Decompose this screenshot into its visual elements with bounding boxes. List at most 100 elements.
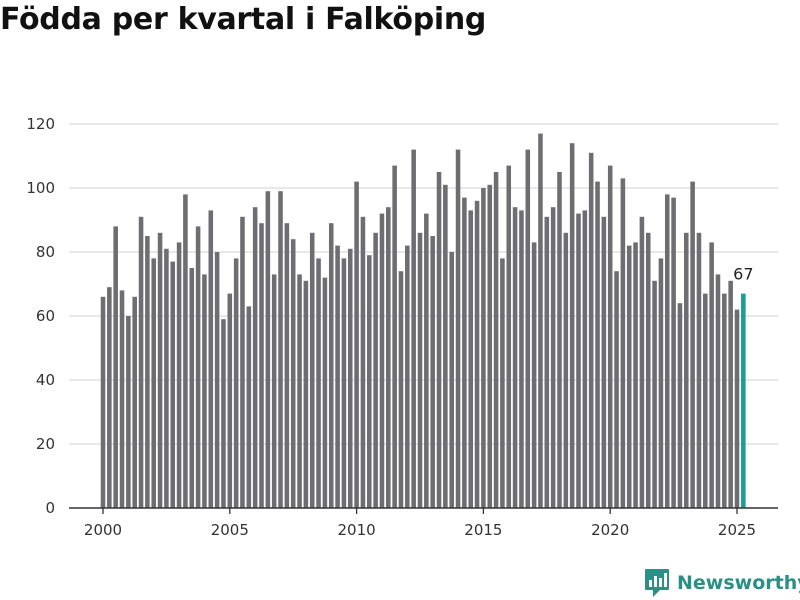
bar [550, 207, 556, 508]
chart-title: Födda per kvartal i Falköping [0, 2, 487, 37]
bar [690, 181, 695, 508]
bar [671, 197, 676, 508]
bar [309, 232, 315, 509]
bar [531, 242, 537, 508]
bar [658, 258, 664, 508]
bar [240, 216, 245, 509]
bar [677, 303, 683, 508]
latest-value-label: 67 [733, 265, 753, 284]
bar [126, 316, 131, 508]
bar [493, 172, 499, 508]
newsworthy-brand[interactable]: Newsworthy [644, 568, 800, 598]
bar [360, 216, 366, 509]
bar [373, 232, 378, 509]
bar [392, 165, 397, 508]
bar [138, 216, 144, 509]
bar [500, 258, 505, 508]
bar [703, 293, 708, 508]
bar [214, 252, 220, 508]
bar [151, 258, 156, 508]
bar [303, 280, 309, 508]
bar-latest [741, 293, 746, 508]
bar [645, 232, 651, 509]
bar [379, 213, 385, 508]
bar [221, 319, 226, 508]
bar [100, 296, 106, 508]
bar [569, 143, 575, 508]
bar [119, 290, 125, 508]
bar [278, 191, 283, 508]
bar [354, 181, 359, 508]
bar [525, 149, 531, 508]
bars [100, 133, 746, 509]
bar [614, 271, 619, 508]
bar [145, 236, 150, 508]
bar [709, 242, 714, 508]
bar [195, 226, 201, 508]
bar [271, 274, 277, 508]
x-tick-label: 2020 [591, 521, 629, 539]
bar [588, 152, 594, 509]
bar [316, 258, 321, 508]
bar [715, 274, 721, 508]
bar [107, 287, 112, 508]
bar [252, 207, 258, 508]
bar [417, 232, 423, 509]
newsworthy-logo-icon [645, 569, 669, 597]
bar [202, 274, 207, 508]
bar [183, 194, 188, 508]
bar [233, 258, 239, 508]
bar [322, 277, 328, 508]
x-tick-label: 2025 [718, 521, 756, 539]
bar [170, 261, 176, 508]
axes [69, 507, 778, 514]
bar [208, 210, 214, 508]
x-tick-label: 2015 [464, 521, 502, 539]
bar [405, 245, 410, 508]
bar [468, 210, 473, 508]
bar [620, 178, 626, 508]
bar [335, 245, 340, 508]
y-tick-label: 60 [36, 307, 55, 325]
bar [734, 309, 740, 508]
bar [157, 232, 163, 509]
bar [367, 255, 372, 508]
y-tick-label: 100 [26, 179, 55, 197]
bar [512, 207, 518, 508]
bar [259, 223, 264, 508]
bar [132, 296, 137, 508]
bar [246, 306, 252, 508]
bar [443, 184, 448, 509]
x-tick-label: 2005 [211, 521, 249, 539]
bar [424, 213, 429, 508]
bar [297, 274, 302, 508]
bar [341, 258, 347, 508]
bar [684, 232, 689, 509]
y-tick-label: 20 [36, 435, 55, 453]
y-tick-label: 0 [45, 499, 55, 517]
bar [633, 242, 638, 508]
bar [481, 188, 486, 508]
bar [284, 223, 290, 508]
bar [290, 239, 296, 508]
bar [487, 184, 493, 509]
bar [652, 280, 657, 508]
x-tick-label: 2010 [338, 521, 376, 539]
bar [347, 248, 353, 509]
bar [582, 210, 588, 508]
bar [557, 172, 562, 508]
brand-name: Newsworthy [677, 572, 800, 594]
y-tick-label: 120 [26, 115, 55, 133]
bar [113, 226, 118, 508]
bar [227, 293, 233, 508]
y-tick-label: 80 [36, 243, 55, 261]
bar [696, 232, 702, 509]
bar [538, 133, 543, 508]
bar [398, 271, 404, 508]
bar [639, 216, 645, 509]
bar [164, 248, 169, 509]
bar [176, 242, 182, 508]
bar [722, 293, 727, 508]
bar [626, 245, 632, 508]
